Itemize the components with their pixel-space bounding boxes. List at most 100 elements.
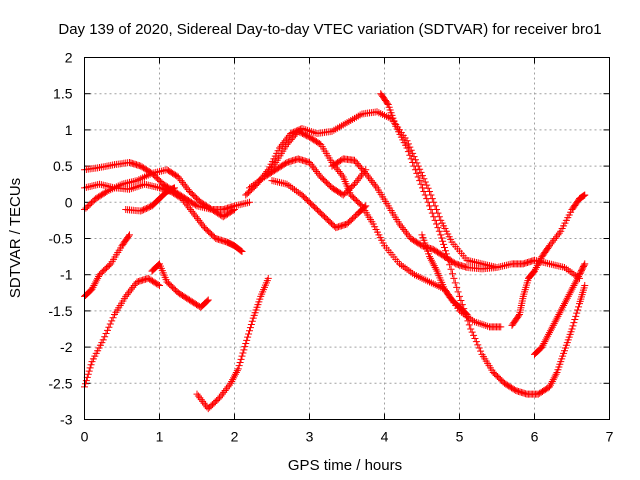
data-point <box>246 327 253 335</box>
data-point <box>557 307 565 315</box>
data-point <box>464 317 472 325</box>
data-point <box>245 330 253 338</box>
data-point <box>552 316 560 324</box>
data-point <box>554 231 562 239</box>
data-point <box>396 220 403 228</box>
data-point <box>437 231 445 239</box>
data-point <box>357 201 365 209</box>
data-point <box>566 289 574 297</box>
data-point <box>178 178 186 186</box>
series-s14 <box>377 90 589 398</box>
data-point <box>567 287 575 295</box>
data-point <box>180 180 188 188</box>
data-point <box>544 332 552 340</box>
data-point <box>225 381 233 389</box>
data-point <box>476 320 484 328</box>
data-point <box>400 225 408 233</box>
data-point <box>434 224 442 232</box>
data-point <box>217 392 225 400</box>
data-point <box>154 281 162 289</box>
data-point <box>462 310 470 318</box>
data-point <box>262 171 270 179</box>
data-point <box>546 327 554 335</box>
data-point <box>581 191 589 199</box>
data-point <box>307 160 315 168</box>
data-point <box>398 224 406 232</box>
data-point <box>87 361 95 369</box>
data-point <box>125 289 133 297</box>
data-point <box>428 258 436 266</box>
data-point <box>545 330 553 338</box>
data-point <box>417 180 425 188</box>
data-point <box>433 220 441 228</box>
data-point <box>216 394 223 402</box>
data-point <box>242 339 250 347</box>
data-point <box>440 240 448 248</box>
data-point <box>94 274 102 282</box>
data-point <box>429 260 437 268</box>
data-point <box>558 305 566 313</box>
x-tick-label: 6 <box>531 429 539 445</box>
data-point <box>241 343 249 351</box>
data-point <box>397 222 405 230</box>
data-point <box>569 283 577 291</box>
data-point <box>127 185 135 193</box>
data-point <box>401 227 409 235</box>
data-point <box>515 312 523 320</box>
series-s15 <box>418 231 471 319</box>
data-point <box>548 323 556 331</box>
data-point <box>493 263 501 271</box>
data-point <box>125 232 133 240</box>
data-point <box>238 352 246 360</box>
data-point <box>572 312 580 320</box>
series-s11 <box>261 127 505 331</box>
data-point <box>233 367 241 375</box>
data-point <box>554 312 562 320</box>
data-point <box>547 325 555 333</box>
data-point <box>191 211 199 219</box>
data-point <box>179 196 187 204</box>
data-point <box>482 322 490 330</box>
data-point <box>193 390 201 398</box>
data-point <box>203 297 211 305</box>
data-point <box>307 128 315 136</box>
data-point <box>474 341 482 349</box>
data-point <box>549 321 557 329</box>
data-point <box>86 364 94 372</box>
data-point <box>484 322 492 330</box>
data-point <box>195 216 203 224</box>
data-point <box>562 296 570 304</box>
data-point <box>427 256 435 264</box>
data-point <box>426 254 434 262</box>
data-point <box>109 314 117 322</box>
data-point <box>568 325 576 333</box>
y-tick-label: -3 <box>60 412 73 428</box>
data-point <box>229 206 237 214</box>
data-point <box>478 320 486 328</box>
data-point <box>106 320 114 328</box>
data-point <box>171 184 178 192</box>
data-point <box>441 247 449 255</box>
data-point <box>257 175 265 183</box>
data-point <box>89 283 97 291</box>
data-point <box>538 343 546 351</box>
series-s13 <box>328 155 501 273</box>
x-tick-label: 4 <box>381 429 389 445</box>
data-point <box>430 213 438 221</box>
data-point <box>311 166 319 174</box>
data-point <box>351 180 358 188</box>
data-point <box>338 171 346 179</box>
data-point <box>427 206 435 214</box>
data-point <box>221 387 229 395</box>
data-point <box>131 183 139 191</box>
data-point <box>563 294 571 302</box>
data-point <box>456 292 463 300</box>
data-point <box>237 355 245 363</box>
data-point <box>407 155 415 163</box>
data-point <box>184 202 192 210</box>
data-point <box>102 188 110 196</box>
data-point <box>551 318 559 326</box>
data-point <box>223 385 231 393</box>
x-tick-label: 3 <box>306 429 314 445</box>
grid-lines <box>84 57 610 420</box>
